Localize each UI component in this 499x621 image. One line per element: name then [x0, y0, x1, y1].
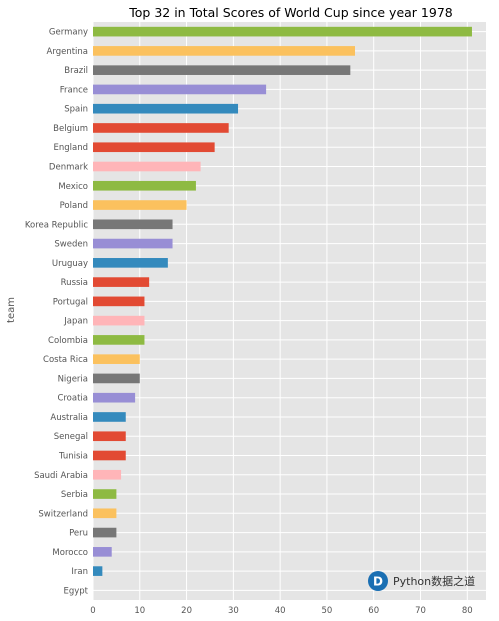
watermark-text: Python数据之道 — [393, 574, 475, 588]
y-tick-label: Uruguay — [52, 259, 88, 269]
x-tick-label: 60 — [368, 606, 379, 616]
y-tick-label: Brazil — [64, 66, 88, 76]
bar-serbia — [93, 489, 117, 499]
bar-morocco — [93, 547, 112, 557]
y-tick-label: Colombia — [48, 336, 88, 346]
y-tick-label: Belgium — [53, 124, 88, 134]
y-tick-label: Serbia — [61, 490, 88, 500]
y-tick-label: Tunisia — [58, 452, 88, 462]
x-tick-labels: 0 10 20 30 40 50 60 70 80 — [90, 606, 472, 616]
chart-title: Top 32 in Total Scores of World Cup sinc… — [128, 5, 453, 20]
bar-brazil — [93, 65, 351, 75]
y-tick-label: Spain — [64, 105, 88, 115]
y-tick-label: Korea Republic — [25, 220, 88, 230]
y-tick-label: Iran — [71, 567, 88, 577]
bar-japan — [93, 315, 145, 326]
bar-costa-rica — [93, 354, 140, 364]
x-tick-label: 50 — [322, 606, 333, 616]
bar-uruguay — [93, 258, 168, 268]
y-tick-label: Croatia — [57, 394, 88, 404]
bar-england — [93, 142, 215, 153]
bars — [93, 26, 472, 576]
y-tick-label: Morocco — [52, 548, 88, 558]
bar-peru — [93, 527, 117, 538]
bar-colombia — [93, 335, 145, 345]
x-tick-label: 30 — [228, 606, 239, 616]
y-tick-label: Mexico — [58, 182, 88, 192]
bar-france — [93, 84, 267, 95]
y-tick-label: England — [53, 143, 88, 153]
bar-australia — [93, 412, 126, 422]
x-tick-label: 40 — [275, 606, 286, 616]
y-axis-label: team — [6, 297, 17, 323]
bar-nigeria — [93, 373, 140, 384]
y-tick-label: Peru — [69, 529, 88, 539]
x-tick-label: 70 — [415, 606, 426, 616]
y-tick-label: Egypt — [63, 586, 88, 596]
y-tick-label: Argentina — [47, 47, 88, 57]
bar-poland — [93, 200, 187, 210]
bar-argentina — [93, 46, 355, 56]
y-tick-labels: Germany Argentina Brazil France Spain Belgium… — [25, 28, 89, 597]
y-tick-label: Switzerland — [38, 509, 88, 519]
bar-germany — [93, 26, 472, 37]
y-tick-label: Saudi Arabia — [34, 471, 88, 481]
y-tick-label: France — [60, 85, 88, 95]
x-tick-label: 20 — [181, 606, 192, 616]
watermark-logo-icon — [368, 571, 388, 591]
y-tick-label: Senegal — [54, 432, 88, 442]
watermark-logo-letter: D — [373, 575, 383, 589]
y-tick-label: Germany — [49, 28, 88, 38]
y-tick-label: Poland — [60, 201, 88, 211]
y-tick-label: Nigeria — [58, 374, 88, 384]
y-tick-label: Costa Rica — [43, 355, 88, 365]
bar-sweden — [93, 238, 173, 249]
bar-portugal — [93, 296, 145, 307]
bar-mexico — [93, 180, 196, 191]
y-tick-label: Portugal — [53, 297, 88, 307]
bar-iran — [93, 566, 103, 576]
y-tick-label: Japan — [63, 317, 88, 327]
x-tick-label: 10 — [134, 606, 145, 616]
y-tick-label: Denmark — [49, 163, 88, 173]
y-tick-label: Australia — [50, 413, 88, 423]
y-tick-label: Russia — [61, 278, 88, 288]
y-tick-label: Sweden — [54, 240, 88, 250]
watermark: D Python数据之道 — [368, 571, 475, 591]
bar-belgium — [93, 123, 229, 133]
bar-senegal — [93, 431, 126, 442]
bar-croatia — [93, 392, 136, 403]
bar-tunisia — [93, 450, 126, 461]
bar-russia — [93, 277, 150, 287]
x-tick-label: 80 — [462, 606, 473, 616]
bar-spain — [93, 103, 239, 114]
bar-korea-republic — [93, 219, 173, 230]
bar-denmark — [93, 161, 201, 172]
x-tick-label: 0 — [90, 606, 95, 616]
bar-switzerland — [93, 508, 117, 519]
bar-saudi-arabia — [93, 469, 122, 480]
